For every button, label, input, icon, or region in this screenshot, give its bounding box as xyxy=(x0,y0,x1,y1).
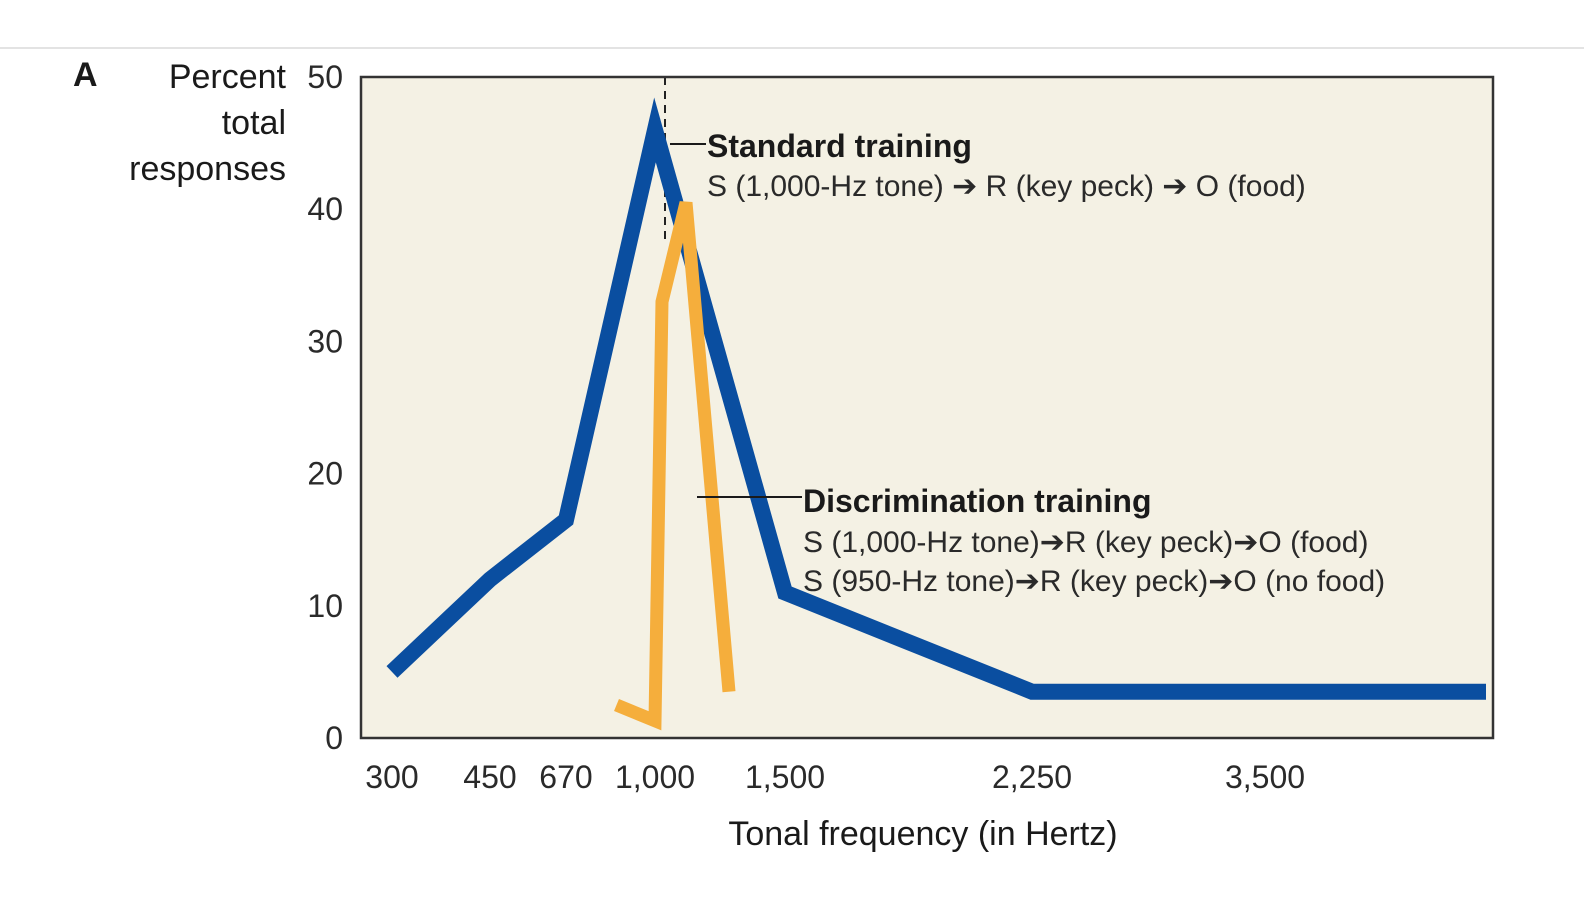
y-axis-label-line-3: responses xyxy=(129,150,286,188)
x-tick-label: 450 xyxy=(463,759,516,795)
standard-annotation-title: Standard training xyxy=(707,128,972,164)
panel-label: A xyxy=(73,56,98,94)
y-tick-label: 10 xyxy=(307,588,343,624)
y-tick-label: 30 xyxy=(307,323,343,359)
y-tick-label: 0 xyxy=(325,720,343,756)
x-tick-labels: 300 450 670 1,000 1,500 2,250 3,500 xyxy=(365,759,1305,795)
x-tick-label: 2,250 xyxy=(992,759,1072,795)
discrimination-annotation-rule-2: S (950-Hz tone)➔R (key peck)➔O (no food) xyxy=(803,565,1385,598)
series-layer xyxy=(386,97,1487,731)
discrimination-annotation-title: Discrimination training xyxy=(803,483,1151,519)
y-tick-label: 40 xyxy=(307,191,343,227)
x-tick-label: 300 xyxy=(365,759,418,795)
x-tick-label: 670 xyxy=(539,759,592,795)
x-tick-label: 3,500 xyxy=(1225,759,1305,795)
plot-area xyxy=(361,77,1493,738)
y-axis-label-line-2: total xyxy=(222,104,286,142)
top-divider xyxy=(0,47,1584,49)
standard-annotation-rule: S (1,000-Hz tone) ➔ R (key peck) ➔ O (fo… xyxy=(707,170,1306,203)
x-tick-label: 1,500 xyxy=(745,759,825,795)
y-tick-label: 50 xyxy=(307,59,343,95)
x-tick-label: 1,000 xyxy=(615,759,695,795)
x-axis-label: Tonal frequency (in Hertz) xyxy=(728,815,1117,853)
y-tick-labels: 0 10 20 30 40 50 xyxy=(307,59,343,756)
plot-frame xyxy=(359,75,1495,740)
y-axis-label-line-1: Percent xyxy=(169,58,287,96)
y-tick-label: 20 xyxy=(307,456,343,492)
discrimination-annotation-rule-1: S (1,000-Hz tone)➔R (key peck)➔O (food) xyxy=(803,526,1368,559)
